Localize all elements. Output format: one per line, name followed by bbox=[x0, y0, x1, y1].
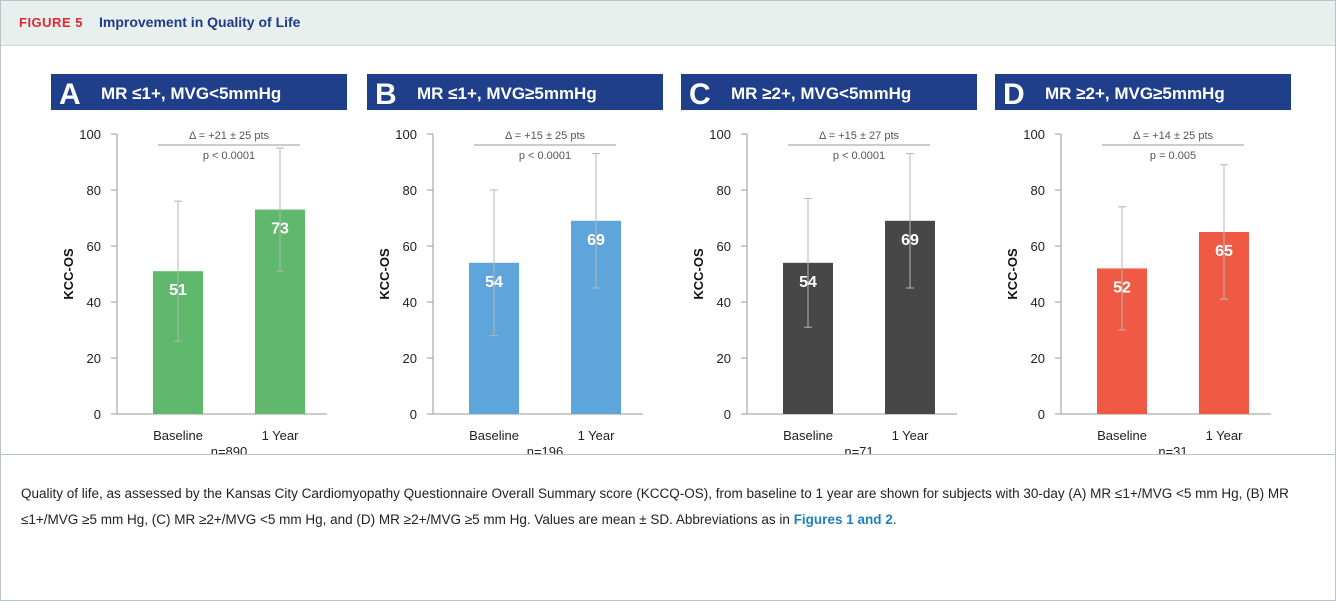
y-tick-label: 40 bbox=[1031, 295, 1045, 310]
y-tick-label: 20 bbox=[87, 351, 101, 366]
panel-header-c bbox=[681, 74, 977, 110]
x-tick-label: 1 Year bbox=[578, 428, 616, 443]
y-tick-label: 60 bbox=[403, 239, 417, 254]
x-tick-label: 1 Year bbox=[1206, 428, 1244, 443]
y-tick-label: 100 bbox=[709, 127, 731, 142]
y-tick-label: 60 bbox=[717, 239, 731, 254]
data-label: 54 bbox=[485, 274, 503, 291]
panel-letter: D bbox=[1003, 78, 1025, 111]
y-tick-label: 80 bbox=[1031, 183, 1045, 198]
n-label: n=71 bbox=[844, 444, 873, 455]
panel-title: MR ≥2+, MVG≥5mmHg bbox=[1045, 84, 1225, 103]
figure-label: FIGURE 5 bbox=[19, 15, 83, 30]
annotation-delta: Δ = +15 ± 25 pts bbox=[505, 130, 586, 142]
y-tick-label: 80 bbox=[403, 183, 417, 198]
x-tick-label: 1 Year bbox=[892, 428, 930, 443]
y-tick-label: 80 bbox=[717, 183, 731, 198]
panel-header-b bbox=[367, 74, 663, 110]
n-label: n=890 bbox=[211, 444, 248, 455]
y-tick-label: 60 bbox=[1031, 239, 1045, 254]
y-tick-label: 20 bbox=[717, 351, 731, 366]
y-tick-label: 100 bbox=[79, 127, 101, 142]
y-tick-label: 80 bbox=[87, 183, 101, 198]
panel-letter: B bbox=[375, 78, 397, 111]
y-tick-label: 100 bbox=[395, 127, 417, 142]
annotation-p: p = 0.005 bbox=[1150, 150, 1196, 162]
y-tick-label: 40 bbox=[403, 295, 417, 310]
annotation-p: p < 0.0001 bbox=[203, 150, 255, 162]
n-label: n=31 bbox=[1158, 444, 1187, 455]
annotation-delta: Δ = +14 ± 25 pts bbox=[1133, 130, 1214, 142]
y-tick-label: 40 bbox=[717, 295, 731, 310]
y-tick-label: 60 bbox=[87, 239, 101, 254]
y-tick-label: 100 bbox=[1023, 127, 1045, 142]
y-axis-label: KCC-OS bbox=[691, 248, 706, 300]
y-tick-label: 0 bbox=[410, 407, 417, 422]
x-tick-label: Baseline bbox=[1097, 428, 1147, 443]
data-label: 69 bbox=[901, 232, 919, 249]
x-tick-label: Baseline bbox=[153, 428, 203, 443]
figure-title: Improvement in Quality of Life bbox=[99, 14, 301, 30]
caption-figures-link[interactable]: Figures 1 and 2 bbox=[793, 512, 893, 527]
x-tick-label: 1 Year bbox=[262, 428, 300, 443]
y-axis-label: KCC-OS bbox=[61, 248, 76, 300]
panel-title: MR ≤1+, MVG<5mmHg bbox=[101, 84, 281, 103]
panel-header-d bbox=[995, 74, 1291, 110]
panel-title: MR ≤1+, MVG≥5mmHg bbox=[417, 84, 597, 103]
charts-area: A MR ≤1+, MVG<5mmHg 0 20 40 60 80 100 KCC-OS 51 Ba… bbox=[1, 74, 1335, 455]
annotation-delta: Δ = +21 ± 25 pts bbox=[189, 130, 270, 142]
y-tick-label: 0 bbox=[94, 407, 101, 422]
data-label: 69 bbox=[587, 232, 605, 249]
data-label: 51 bbox=[169, 282, 187, 299]
data-label: 65 bbox=[1215, 243, 1233, 260]
annotation-p: p < 0.0001 bbox=[519, 150, 571, 162]
y-axis-label: KCC-OS bbox=[1005, 248, 1020, 300]
panel-header-a bbox=[51, 74, 347, 110]
annotation-p: p < 0.0001 bbox=[833, 150, 885, 162]
y-tick-label: 20 bbox=[403, 351, 417, 366]
panel-letter: A bbox=[59, 78, 81, 111]
caption-text: Quality of life, as assessed by the Kans… bbox=[21, 486, 1289, 527]
n-label: n=196 bbox=[527, 444, 564, 455]
data-label: 54 bbox=[799, 274, 817, 291]
data-label: 73 bbox=[271, 221, 289, 238]
figure-header: FIGURE 5 Improvement in Quality of Life bbox=[1, 1, 1335, 46]
y-tick-label: 0 bbox=[724, 407, 731, 422]
figure-caption: Quality of life, as assessed by the Kans… bbox=[21, 481, 1311, 533]
x-tick-label: Baseline bbox=[783, 428, 833, 443]
panel-letter: C bbox=[689, 78, 711, 111]
y-axis-label: KCC-OS bbox=[377, 248, 392, 300]
y-tick-label: 40 bbox=[87, 295, 101, 310]
x-tick-label: Baseline bbox=[469, 428, 519, 443]
y-tick-label: 0 bbox=[1038, 407, 1045, 422]
data-label: 52 bbox=[1113, 279, 1131, 296]
annotation-delta: Δ = +15 ± 27 pts bbox=[819, 130, 900, 142]
caption-end: . bbox=[892, 512, 897, 527]
panel-title: MR ≥2+, MVG<5mmHg bbox=[731, 84, 911, 103]
y-tick-label: 20 bbox=[1031, 351, 1045, 366]
